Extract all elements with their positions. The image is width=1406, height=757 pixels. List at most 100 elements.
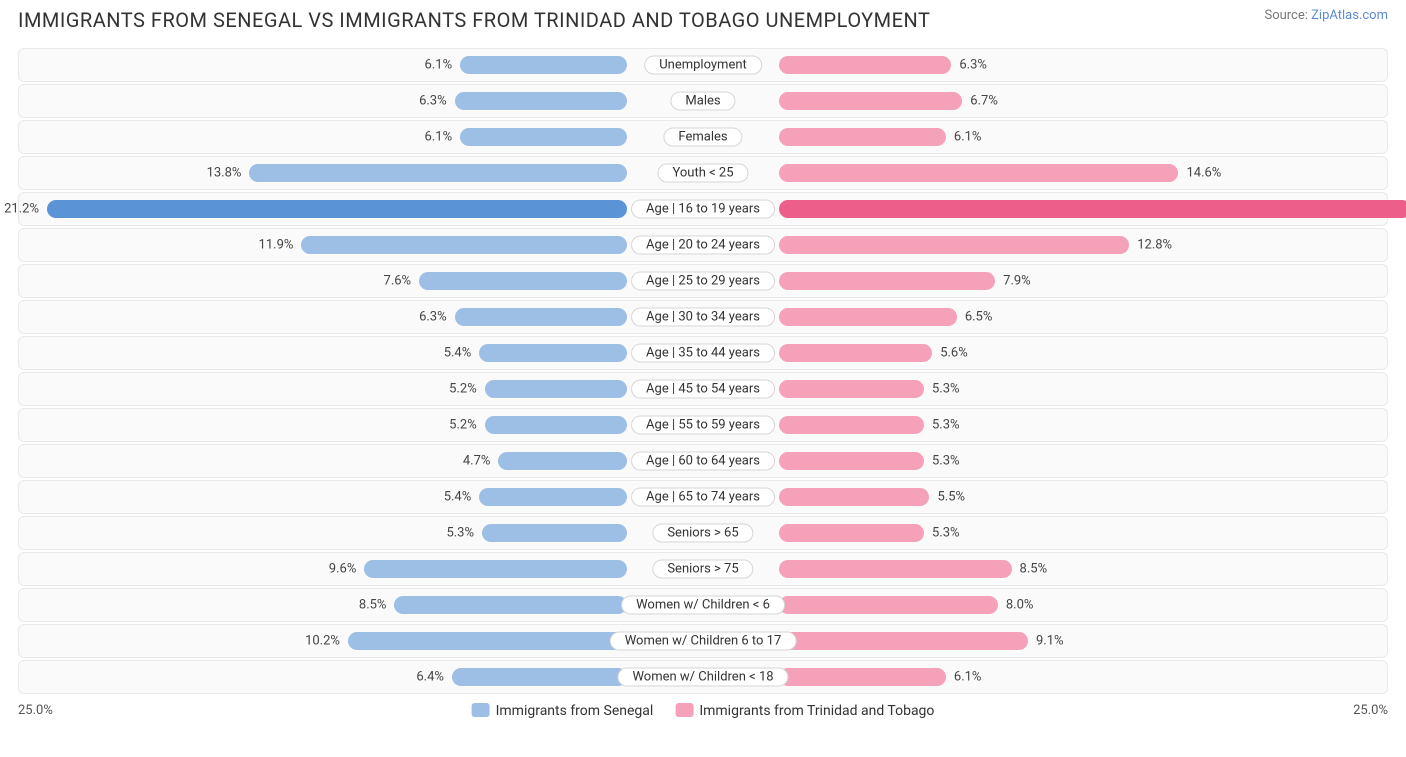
category-label: Age | 60 to 64 years: [631, 452, 775, 471]
value-left: 5.3%: [446, 526, 474, 541]
legend: Immigrants from Senegal Immigrants from …: [472, 703, 935, 719]
chart-row: 5.4% 5.5% Age | 65 to 74 years: [18, 480, 1388, 514]
bar-right: [779, 92, 962, 110]
bar-right: [779, 272, 995, 290]
header: IMMIGRANTS FROM SENEGAL VS IMMIGRANTS FR…: [0, 0, 1406, 32]
chart-row: 5.4% 5.6% Age | 35 to 44 years: [18, 336, 1388, 370]
value-right: 8.0%: [1006, 598, 1034, 613]
legend-label-left: Immigrants from Senegal: [496, 703, 654, 719]
bar-left: [498, 452, 627, 470]
category-label: Women w/ Children 6 to 17: [610, 632, 797, 651]
chart-row: 6.1% 6.1% Females: [18, 120, 1388, 154]
bar-left: [47, 200, 627, 218]
bar-right: [779, 524, 924, 542]
bar-left: [419, 272, 627, 290]
chart-row: 6.3% 6.5% Age | 30 to 34 years: [18, 300, 1388, 334]
value-left: 8.5%: [359, 598, 387, 613]
chart-row: 6.3% 6.7% Males: [18, 84, 1388, 118]
bar-right: [779, 164, 1178, 182]
legend-swatch-right: [675, 703, 693, 717]
bar-left: [452, 668, 627, 686]
value-right: 5.3%: [932, 382, 960, 397]
value-right: 7.9%: [1003, 274, 1031, 289]
value-right: 5.6%: [940, 346, 968, 361]
bar-right: [779, 452, 924, 470]
category-label: Females: [663, 128, 742, 147]
bar-left: [485, 416, 627, 434]
bar-left: [460, 128, 627, 146]
bar-right: [779, 560, 1012, 578]
category-label: Age | 35 to 44 years: [631, 344, 775, 363]
bar-right: [779, 380, 924, 398]
bar-left: [485, 380, 627, 398]
value-right: 14.6%: [1186, 166, 1221, 181]
chart-row: 4.7% 5.3% Age | 60 to 64 years: [18, 444, 1388, 478]
bar-left: [460, 56, 627, 74]
value-right: 6.7%: [970, 94, 998, 109]
value-left: 7.6%: [384, 274, 412, 289]
category-label: Age | 20 to 24 years: [631, 236, 775, 255]
bar-right: [779, 488, 929, 506]
value-right: 6.5%: [965, 310, 993, 325]
value-right: 5.3%: [932, 454, 960, 469]
bar-left: [348, 632, 627, 650]
chart-row: 10.2%9.1%Women w/ Children 6 to 17: [18, 624, 1388, 658]
bar-left: [479, 344, 627, 362]
value-left: 6.1%: [425, 130, 453, 145]
bar-left: [455, 308, 627, 326]
value-right: 5.3%: [932, 418, 960, 433]
category-label: Age | 30 to 34 years: [631, 308, 775, 327]
value-right: 6.3%: [959, 58, 987, 73]
category-label: Age | 65 to 74 years: [631, 488, 775, 507]
category-label: Seniors > 75: [652, 560, 753, 579]
bar-left: [364, 560, 627, 578]
value-left: 6.4%: [416, 670, 444, 685]
bar-left: [249, 164, 627, 182]
chart-row: 6.1%6.3%Unemployment: [18, 48, 1388, 82]
chart-row: 7.6% 7.9% Age | 25 to 29 years: [18, 264, 1388, 298]
bar-left: [394, 596, 627, 614]
value-left: 21.2%: [4, 202, 39, 217]
bar-right: [779, 596, 998, 614]
chart-row: 5.3% 5.3% Seniors > 65: [18, 516, 1388, 550]
value-right: 5.5%: [937, 490, 965, 505]
value-left: 5.4%: [444, 346, 472, 361]
value-left: 6.3%: [419, 310, 447, 325]
category-label: Women w/ Children < 6: [621, 596, 785, 615]
value-left: 5.4%: [444, 490, 472, 505]
chart-footer: 25.0% 25.0% Immigrants from Senegal Immi…: [18, 703, 1388, 753]
value-left: 4.7%: [463, 454, 491, 469]
value-right: 12.8%: [1137, 238, 1172, 253]
bar-left: [301, 236, 627, 254]
bar-left: [482, 524, 627, 542]
value-left: 10.2%: [305, 634, 340, 649]
category-label: Males: [670, 92, 735, 111]
value-right: 6.1%: [954, 670, 982, 685]
category-label: Women w/ Children < 18: [617, 668, 788, 687]
value-left: 9.6%: [329, 562, 357, 577]
category-label: Age | 25 to 29 years: [631, 272, 775, 291]
chart-row: 8.5% 8.0% Women w/ Children < 6: [18, 588, 1388, 622]
chart-row: 5.2%5.3%Age | 45 to 54 years: [18, 372, 1388, 406]
value-right: 8.5%: [1020, 562, 1048, 577]
axis-max-left: 25.0%: [18, 703, 53, 718]
chart-row: 9.6% 8.5% Seniors > 75: [18, 552, 1388, 586]
chart-title: IMMIGRANTS FROM SENEGAL VS IMMIGRANTS FR…: [18, 8, 930, 32]
value-left: 6.3%: [419, 94, 447, 109]
value-right: 6.1%: [954, 130, 982, 145]
category-label: Seniors > 65: [652, 524, 753, 543]
category-label: Age | 16 to 19 years: [631, 200, 775, 219]
bar-right: [779, 308, 957, 326]
bar-right: [779, 200, 1406, 218]
bar-right: [779, 236, 1129, 254]
bar-right: [779, 416, 924, 434]
value-right: 5.3%: [932, 526, 960, 541]
value-left: 13.8%: [207, 166, 242, 181]
bar-left: [455, 92, 627, 110]
bar-right: [779, 56, 951, 74]
source-link[interactable]: ZipAtlas.com: [1311, 8, 1388, 23]
value-left: 5.2%: [449, 418, 477, 433]
category-label: Age | 55 to 59 years: [631, 416, 775, 435]
legend-item-left: Immigrants from Senegal: [472, 703, 654, 719]
legend-item-right: Immigrants from Trinidad and Tobago: [675, 703, 934, 719]
